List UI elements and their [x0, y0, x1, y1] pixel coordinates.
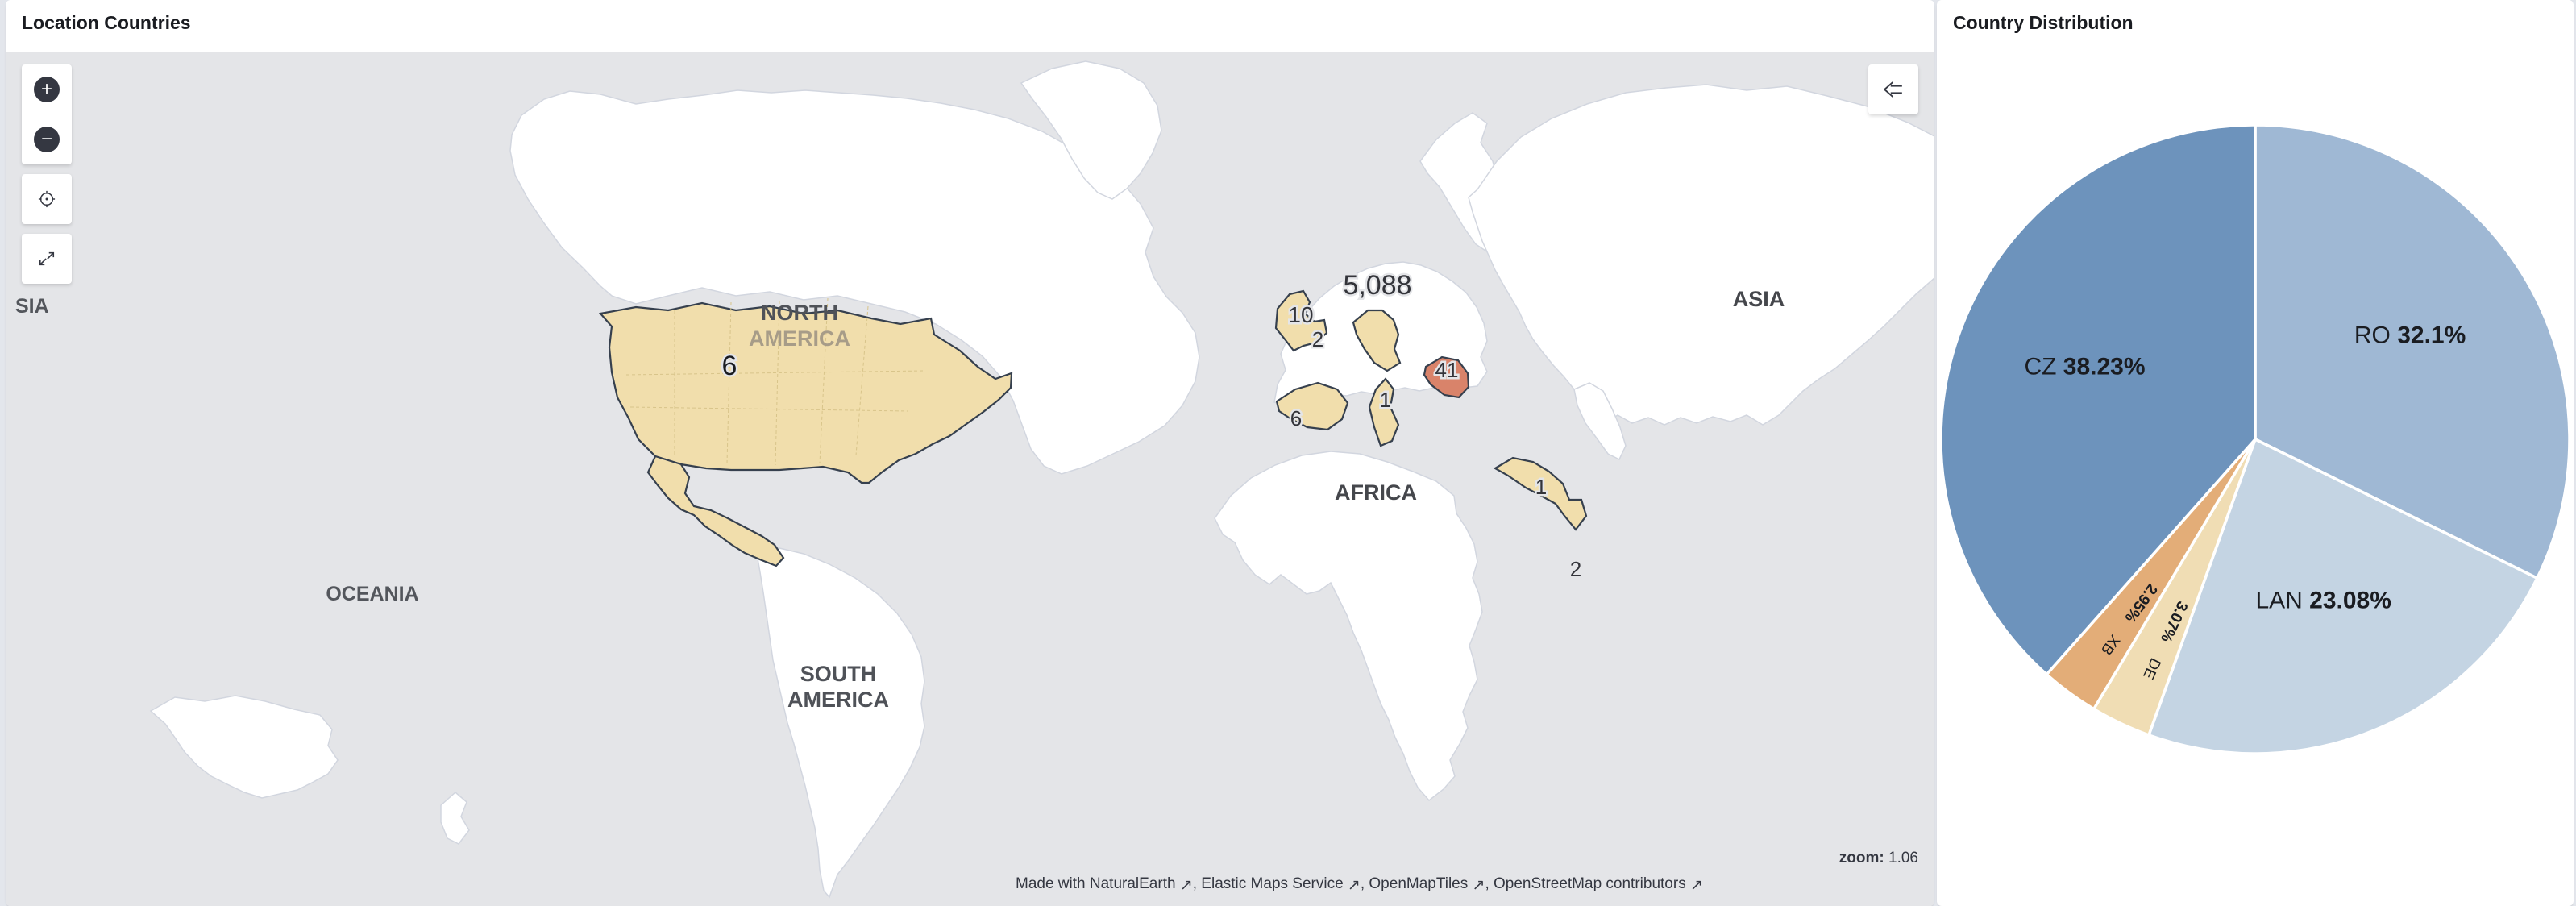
svg-text:5,088: 5,088	[1343, 270, 1411, 301]
svg-text:10: 10	[1288, 302, 1313, 327]
svg-text:6: 6	[722, 351, 737, 381]
svg-text:2: 2	[1312, 327, 1323, 351]
svg-text:SIA: SIA	[15, 295, 49, 318]
svg-text:NORTH: NORTH	[761, 301, 838, 325]
svg-text:AMERICA: AMERICA	[749, 326, 850, 351]
svg-text:SOUTH: SOUTH	[800, 662, 877, 686]
svg-text:AFRICA: AFRICA	[1335, 480, 1417, 505]
svg-text:1: 1	[1535, 475, 1547, 499]
svg-text:41: 41	[1435, 358, 1459, 382]
svg-text:LAN 23.08%: LAN 23.08%	[2255, 588, 2391, 614]
svg-text:AMERICA: AMERICA	[787, 688, 889, 712]
svg-text:CZ 38.23%: CZ 38.23%	[2024, 354, 2145, 380]
svg-text:1: 1	[1380, 388, 1391, 412]
svg-text:ASIA: ASIA	[1733, 287, 1785, 311]
svg-text:2: 2	[1570, 557, 1581, 581]
svg-text:6: 6	[1290, 406, 1302, 430]
svg-text:OCEANIA: OCEANIA	[326, 583, 418, 605]
svg-text:RO 32.1%: RO 32.1%	[2354, 322, 2466, 349]
